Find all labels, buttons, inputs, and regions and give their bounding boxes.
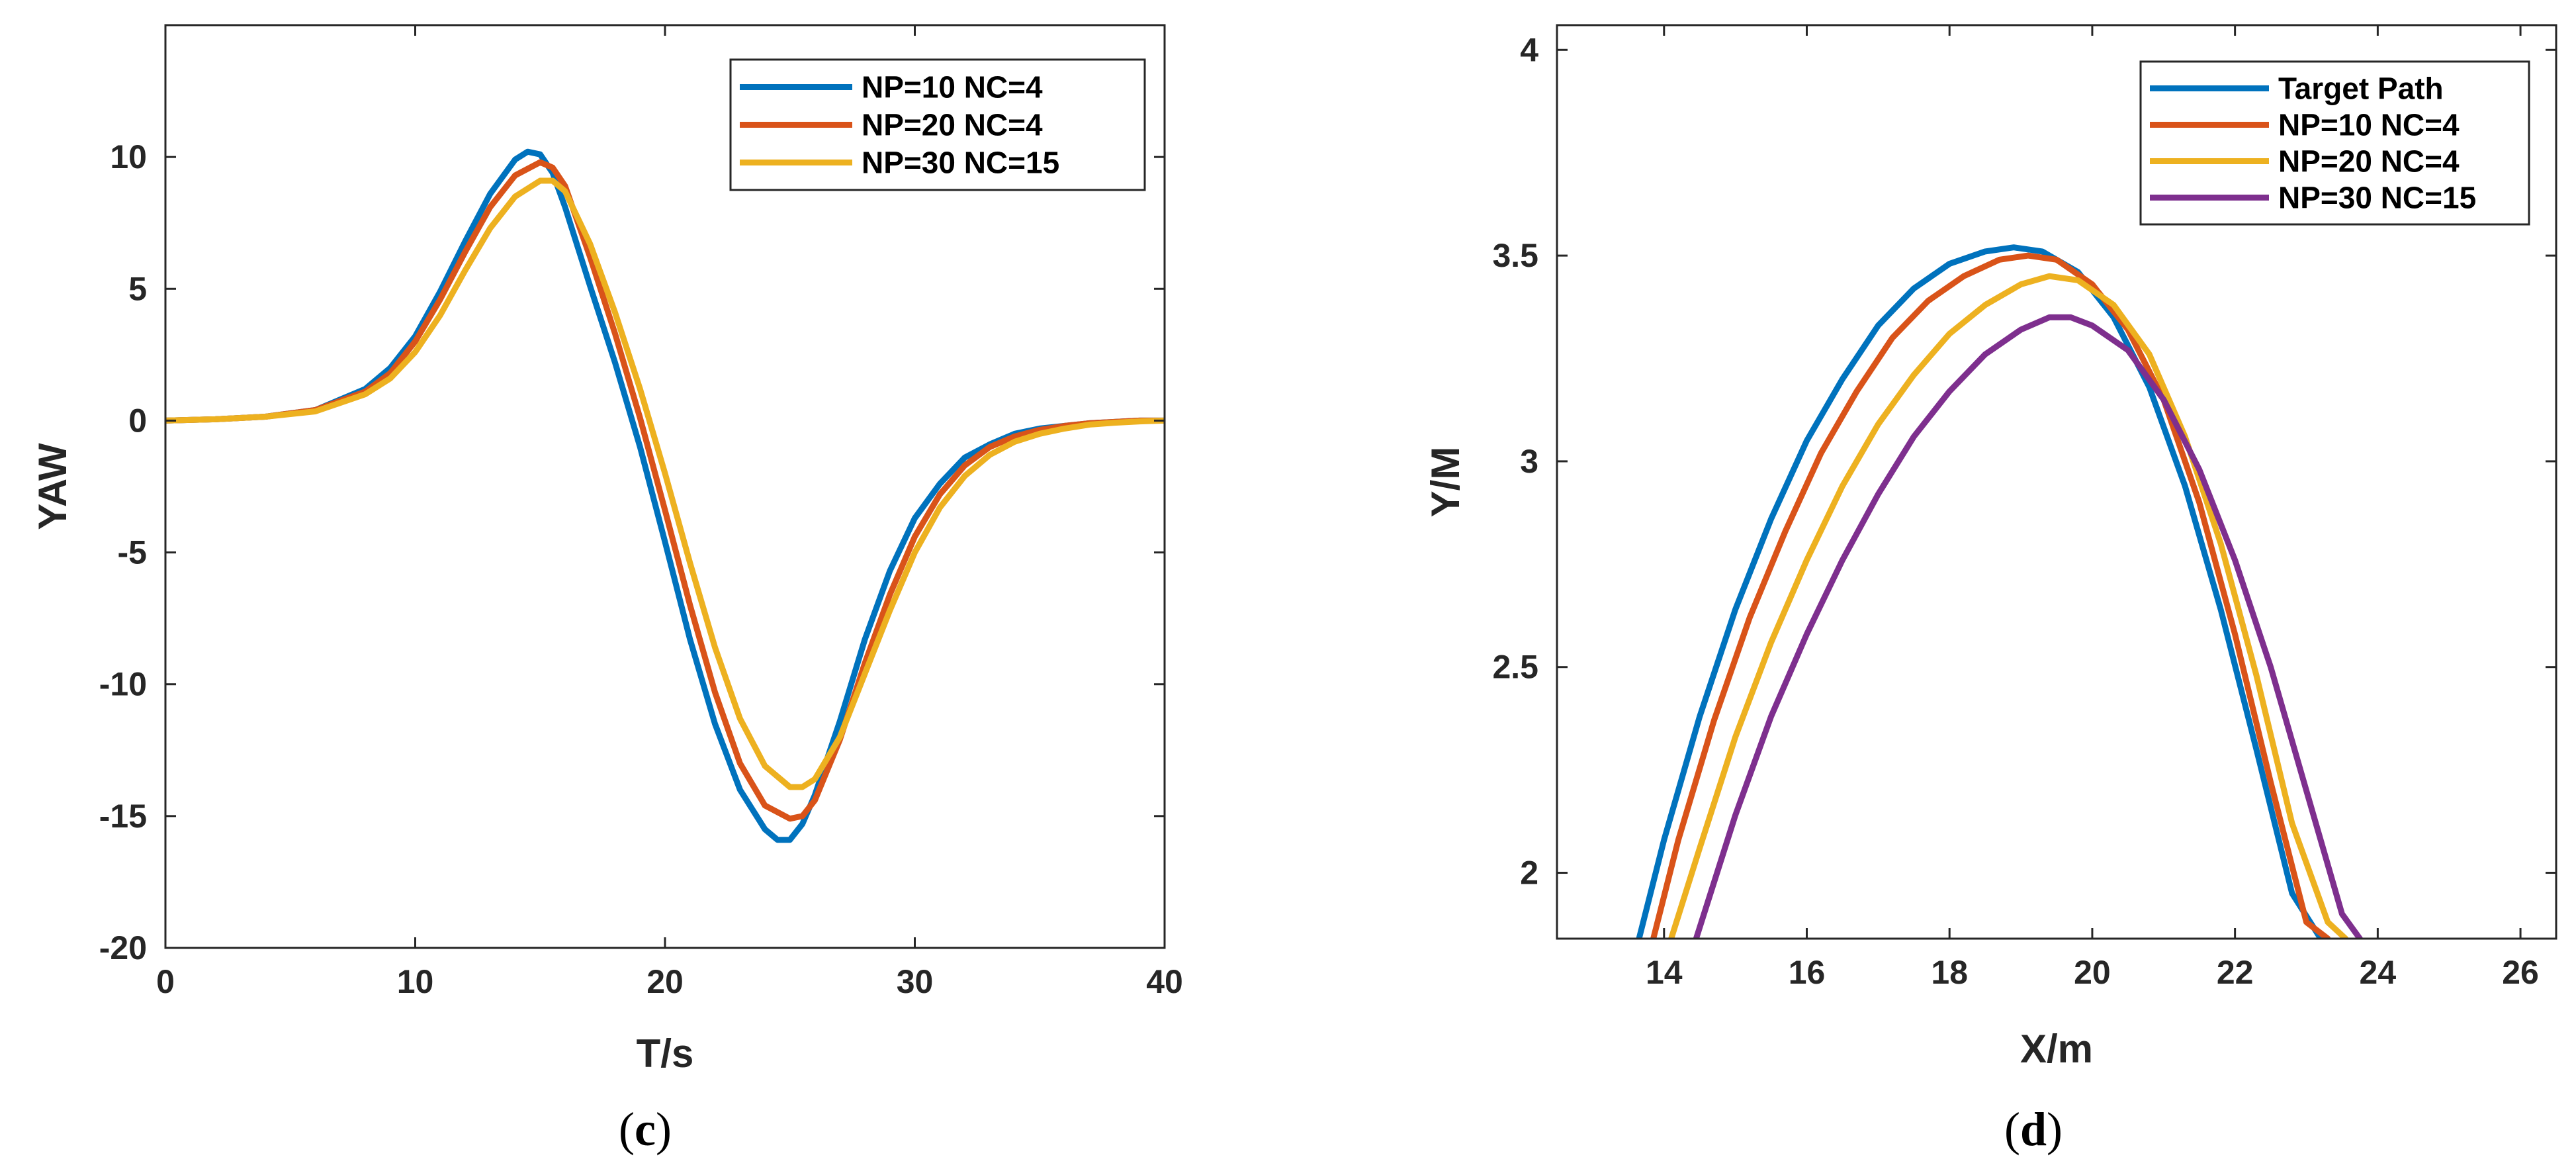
d-ytick-label: 2 xyxy=(1520,855,1538,892)
c-legend-label-1: NP=10 NC=4 xyxy=(862,70,1043,105)
d-xtick-label: 14 xyxy=(1646,954,1683,991)
d-ytick-label: 4 xyxy=(1520,31,1538,68)
c-ytick-label: -5 xyxy=(118,534,147,571)
d-xtick-label: 22 xyxy=(2217,954,2254,991)
c-ylabel: YAW xyxy=(30,443,75,530)
d-legend-label-4: NP=30 NC=15 xyxy=(2278,181,2476,215)
d-legend-label-1: Target Path xyxy=(2278,71,2444,106)
c-ytick-label: -15 xyxy=(99,798,147,835)
d-ytick-label: 3.5 xyxy=(1492,237,1538,274)
c-xlabel: T/s xyxy=(637,1031,694,1076)
d-series-line-3 xyxy=(1668,273,2349,939)
c-ytick-label: 5 xyxy=(128,270,147,307)
c-ytick-label: 10 xyxy=(110,138,147,175)
c-caption: (c) xyxy=(619,1103,672,1156)
d-xtick-label: 26 xyxy=(2502,954,2539,991)
c-legend-label-2: NP=20 NC=4 xyxy=(862,108,1043,142)
c-xtick-label: 20 xyxy=(646,963,684,1000)
c-xtick-label: 40 xyxy=(1146,963,1183,1000)
c-xtick-label: 10 xyxy=(397,963,434,1000)
d-xtick-label: 20 xyxy=(2074,954,2111,991)
d-legend-label-3: NP=20 NC=4 xyxy=(2278,144,2460,179)
d-xtick-label: 16 xyxy=(1789,954,1826,991)
c-series-line-2 xyxy=(165,159,1165,822)
d-ylabel: Y/M xyxy=(1423,447,1468,518)
d-xlabel: X/m xyxy=(2020,1027,2093,1071)
d-plot-frame xyxy=(1556,24,2557,940)
c-series-line-3 xyxy=(165,177,1165,790)
d-xtick-label: 24 xyxy=(2360,954,2397,991)
d-caption: (d) xyxy=(2004,1103,2063,1156)
d-series-line-1 xyxy=(1636,244,2324,939)
c-legend-label-3: NP=30 NC=15 xyxy=(862,146,1059,180)
d-series-line-2 xyxy=(1650,252,2331,939)
panel-d-chart: 14 16 18 20 22 24 26 2 2.5 3 3.5 4 X/m Y/M Target P… xyxy=(1423,24,2557,1156)
d-xtick-label: 18 xyxy=(1931,954,1968,991)
c-ytick-label: -10 xyxy=(99,666,147,703)
c-legend: NP=10 NC=4NP=20 NC=4 NP=30 NC=15 xyxy=(729,58,1146,191)
d-ytick-label: 3 xyxy=(1520,443,1538,480)
c-xtick-label: 30 xyxy=(897,963,934,1000)
d-series-line-4 xyxy=(1693,314,2363,939)
d-ytick-label: 2.5 xyxy=(1492,649,1538,686)
panel-c-chart: 0 10 20 30 40 -20 -15 -10 -5 0 5 10 T/s YAW NP=10 N… xyxy=(30,24,1183,1156)
c-xtick-label: 0 xyxy=(156,963,175,1000)
c-ytick-label: -20 xyxy=(99,929,147,966)
d-legend-label-2: NP=10 NC=4 xyxy=(2278,108,2460,142)
c-ytick-label: 0 xyxy=(128,402,147,439)
